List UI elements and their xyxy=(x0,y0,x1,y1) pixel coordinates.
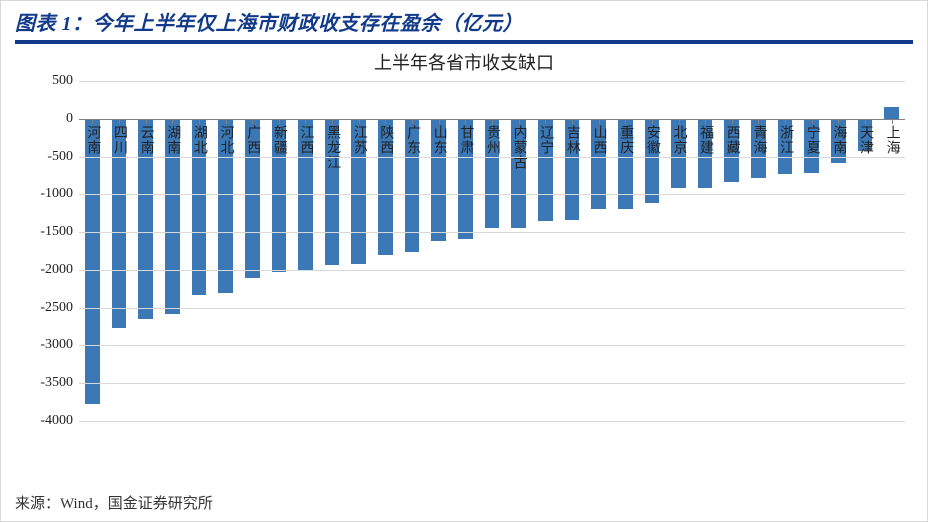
x-axis-label: 安徽 xyxy=(645,125,659,155)
x-tick xyxy=(119,119,120,124)
x-axis-label: 青海 xyxy=(751,125,765,155)
x-tick xyxy=(412,119,413,124)
x-tick xyxy=(865,119,866,124)
x-axis-label: 吉林 xyxy=(565,125,579,155)
x-axis-label: 湖北 xyxy=(192,125,206,155)
gridline xyxy=(79,383,905,384)
plot-area: 河南四川云南湖南湖北河北广西新疆江西黑龙江江苏陕西广东山东甘肃贵州内蒙古辽宁吉林… xyxy=(79,81,905,421)
x-tick xyxy=(279,119,280,124)
x-axis-label: 云南 xyxy=(139,125,153,155)
x-tick xyxy=(519,119,520,124)
y-tick-label: -2500 xyxy=(40,300,79,316)
gridline xyxy=(79,81,905,82)
x-tick xyxy=(305,119,306,124)
gridline xyxy=(79,270,905,271)
figure-header-title: 图表 1：今年上半年仅上海市财政收支存在盈余（亿元） xyxy=(15,13,523,35)
x-tick xyxy=(465,119,466,124)
x-tick xyxy=(572,119,573,124)
figure-container: 图表 1：今年上半年仅上海市财政收支存在盈余（亿元） 上半年各省市收支缺口 河南… xyxy=(0,0,928,522)
x-axis-label: 江西 xyxy=(298,125,312,155)
y-tick-label: -1000 xyxy=(40,186,79,202)
x-axis-label: 四川 xyxy=(112,125,126,155)
bar xyxy=(85,119,100,405)
x-axis-label: 浙江 xyxy=(778,125,792,155)
x-tick xyxy=(172,119,173,124)
x-axis-label: 江苏 xyxy=(352,125,366,155)
gridline xyxy=(79,157,905,158)
x-tick xyxy=(226,119,227,124)
x-axis-label: 黑龙江 xyxy=(325,125,339,170)
x-axis-label: 河南 xyxy=(85,125,99,155)
chart-title: 上半年各省市收支缺口 xyxy=(1,49,927,75)
y-tick-label: 500 xyxy=(52,73,79,89)
x-axis-label: 辽宁 xyxy=(538,125,552,155)
x-axis-label: 天津 xyxy=(858,125,872,155)
y-tick-label: -2000 xyxy=(40,262,79,278)
x-axis-label: 北京 xyxy=(672,125,686,155)
x-tick xyxy=(146,119,147,124)
y-tick-label: 0 xyxy=(66,111,79,127)
x-tick xyxy=(812,119,813,124)
x-tick xyxy=(599,119,600,124)
x-tick xyxy=(252,119,253,124)
gridline xyxy=(79,308,905,309)
x-tick xyxy=(385,119,386,124)
x-axis-label: 海南 xyxy=(831,125,845,155)
x-axis-label: 重庆 xyxy=(618,125,632,155)
gridline xyxy=(79,232,905,233)
y-tick-label: -3500 xyxy=(40,375,79,391)
bar xyxy=(884,107,899,119)
x-axis-label: 西藏 xyxy=(725,125,739,155)
gridline xyxy=(79,194,905,195)
x-axis-label: 山东 xyxy=(432,125,446,155)
y-tick-label: -500 xyxy=(47,149,79,165)
x-axis-label: 广东 xyxy=(405,125,419,155)
x-tick xyxy=(92,119,93,124)
x-tick xyxy=(545,119,546,124)
x-tick xyxy=(732,119,733,124)
x-axis-label: 贵州 xyxy=(485,125,499,155)
x-tick xyxy=(359,119,360,124)
x-axis-label: 上海 xyxy=(885,125,899,155)
gridline xyxy=(79,421,905,422)
x-axis-label: 甘肃 xyxy=(458,125,472,155)
x-tick xyxy=(785,119,786,124)
y-tick-label: -4000 xyxy=(40,413,79,429)
x-axis-label: 内蒙古 xyxy=(512,125,526,170)
x-tick xyxy=(679,119,680,124)
y-tick-label: -3000 xyxy=(40,337,79,353)
x-tick xyxy=(439,119,440,124)
x-axis-label: 宁夏 xyxy=(805,125,819,155)
x-axis-label: 福建 xyxy=(698,125,712,155)
x-axis-label: 山西 xyxy=(592,125,606,155)
x-axis-label: 新疆 xyxy=(272,125,286,155)
x-tick xyxy=(652,119,653,124)
x-tick xyxy=(838,119,839,124)
x-tick xyxy=(199,119,200,124)
x-tick xyxy=(492,119,493,124)
x-tick xyxy=(625,119,626,124)
x-tick xyxy=(332,119,333,124)
x-tick xyxy=(892,119,893,124)
figure-header-rule: 图表 1：今年上半年仅上海市财政收支存在盈余（亿元） xyxy=(15,7,913,44)
x-tick xyxy=(758,119,759,124)
x-axis-label: 湖南 xyxy=(165,125,179,155)
y-tick-label: -1500 xyxy=(40,224,79,240)
x-axis-label: 陕西 xyxy=(378,125,392,155)
x-axis-label: 河北 xyxy=(219,125,233,155)
gridline xyxy=(79,345,905,346)
x-tick xyxy=(705,119,706,124)
x-axis-label: 广西 xyxy=(245,125,259,155)
source-attribution: 来源：Wind，国金证券研究所 xyxy=(15,492,213,513)
